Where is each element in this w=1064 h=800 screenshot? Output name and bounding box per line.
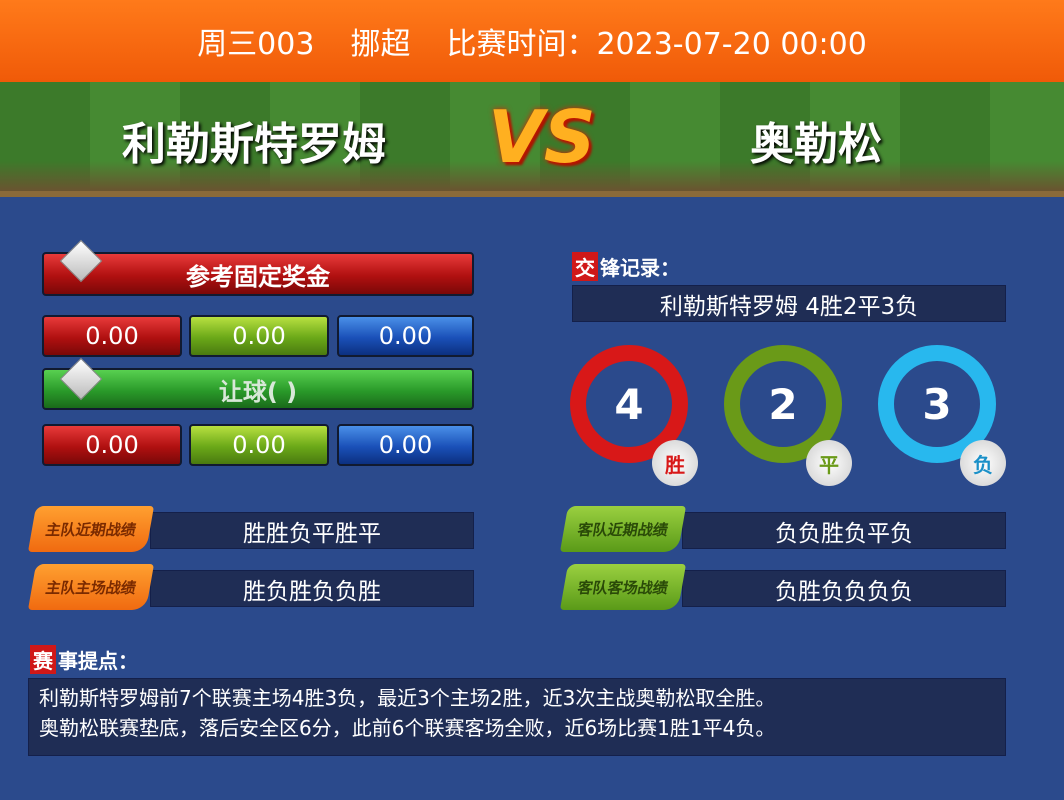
fixed-odds-win[interactable]: 0.00 <box>42 315 182 357</box>
handicap-odds-draw[interactable]: 0.00 <box>189 424 329 466</box>
home-recent-label: 主队近期战绩 <box>27 506 155 552</box>
match-header: 周三003 挪超 比赛时间：2023-07-20 00:00 <box>0 0 1064 82</box>
win-badge: 胜 <box>652 440 698 486</box>
home-home-label: 主队主场战绩 <box>27 564 155 610</box>
h2h-title-mark: 交 <box>572 252 598 281</box>
away-team: 奥勒松 <box>750 119 882 170</box>
draw-badge: 平 <box>806 440 852 486</box>
home-team: 利勒斯特罗姆 <box>122 119 386 170</box>
pitch-banner <box>0 82 1064 197</box>
handicap-odds-loss[interactable]: 0.00 <box>337 424 474 466</box>
home-recent-form: 胜胜负平胜平 <box>150 512 474 549</box>
match-notes: 利勒斯特罗姆前7个联赛主场4胜3负，最近3个主场2胜，近3次主战奥勒松取全胜。 … <box>28 678 1006 756</box>
away-recent-form: 负负胜负平负 <box>682 512 1006 549</box>
fixed-odds-loss[interactable]: 0.00 <box>337 315 474 357</box>
match-time: 2023-07-20 00:00 <box>596 27 867 62</box>
loss-badge: 负 <box>960 440 1006 486</box>
note-line: 利勒斯特罗姆前7个联赛主场4胜3负，最近3个主场2胜，近3次主战奥勒松取全胜。 <box>39 686 776 710</box>
home-home-form: 胜负胜负负胜 <box>150 570 474 607</box>
h2h-summary: 利勒斯特罗姆 4胜2平3负 <box>572 285 1006 322</box>
fixed-odds-header: 参考固定奖金 <box>42 252 474 296</box>
away-recent-label: 客队近期战绩 <box>559 506 687 552</box>
h2h-title: 交锋记录： <box>572 252 680 281</box>
notes-title: 赛事提点： <box>30 645 138 674</box>
time-label: 比赛时间： <box>446 27 597 62</box>
league: 挪超 <box>350 27 411 62</box>
fixed-odds-draw[interactable]: 0.00 <box>189 315 329 357</box>
handicap-odds-win[interactable]: 0.00 <box>42 424 182 466</box>
away-away-label: 客队客场战绩 <box>559 564 687 610</box>
match-number: 周三003 <box>197 27 315 62</box>
note-line: 奥勒松联赛垫底，落后安全区6分，此前6个联赛客场全败，近6场比赛1胜1平4负。 <box>39 716 776 740</box>
handicap-header: 让球( ) <box>42 368 474 410</box>
away-away-form: 负胜负负负负 <box>682 570 1006 607</box>
vs-logo: VS <box>488 95 596 179</box>
